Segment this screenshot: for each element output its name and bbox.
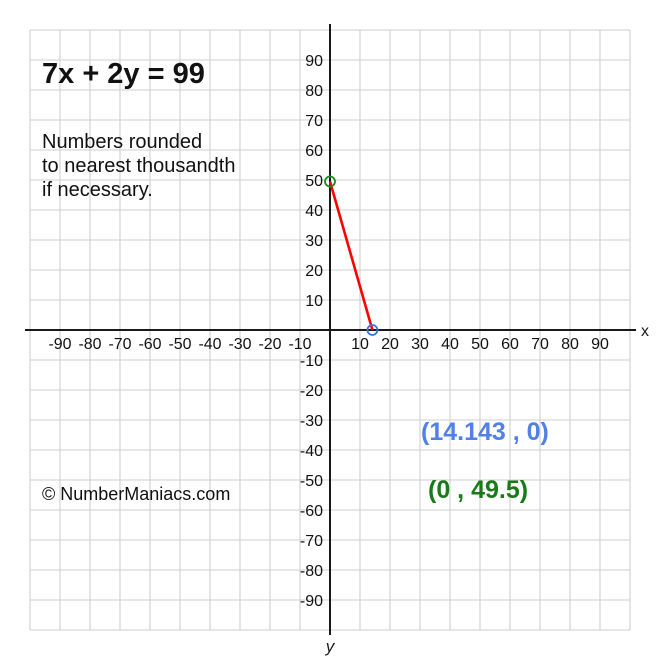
svg-text:-30: -30 — [228, 336, 251, 353]
svg-text:(14.143 , 0): (14.143 , 0) — [421, 418, 549, 446]
svg-text:90: 90 — [305, 53, 323, 70]
svg-text:7x + 2y = 99: 7x + 2y = 99 — [42, 58, 205, 90]
svg-text:80: 80 — [305, 83, 323, 100]
svg-text:60: 60 — [305, 143, 323, 160]
svg-text:10: 10 — [305, 293, 323, 310]
svg-text:-10: -10 — [300, 353, 323, 370]
svg-text:70: 70 — [531, 336, 549, 353]
svg-text:-40: -40 — [300, 443, 323, 460]
svg-text:80: 80 — [561, 336, 579, 353]
svg-text:-80: -80 — [300, 563, 323, 580]
svg-text:40: 40 — [441, 336, 459, 353]
svg-text:-90: -90 — [300, 593, 323, 610]
svg-text:90: 90 — [591, 336, 609, 353]
svg-text:-90: -90 — [48, 336, 71, 353]
svg-text:50: 50 — [305, 173, 323, 190]
svg-text:70: 70 — [305, 113, 323, 130]
svg-text:-80: -80 — [78, 336, 101, 353]
svg-text:30: 30 — [305, 233, 323, 250]
svg-text:-40: -40 — [198, 336, 221, 353]
svg-text:y: y — [325, 637, 336, 656]
svg-text:20: 20 — [305, 263, 323, 280]
svg-text:-20: -20 — [258, 336, 281, 353]
svg-text:x: x — [641, 323, 649, 340]
svg-text:20: 20 — [381, 336, 399, 353]
svg-text:-70: -70 — [108, 336, 131, 353]
svg-text:if necessary.: if necessary. — [42, 179, 153, 201]
svg-text:-60: -60 — [300, 503, 323, 520]
svg-text:-20: -20 — [300, 383, 323, 400]
svg-text:-10: -10 — [288, 336, 311, 353]
svg-text:30: 30 — [411, 336, 429, 353]
svg-text:-50: -50 — [168, 336, 191, 353]
svg-text:-50: -50 — [300, 473, 323, 490]
svg-text:-60: -60 — [138, 336, 161, 353]
svg-text:40: 40 — [305, 203, 323, 220]
svg-text:© NumberManiacs.com: © NumberManiacs.com — [42, 484, 230, 504]
svg-text:-70: -70 — [300, 533, 323, 550]
svg-text:10: 10 — [351, 336, 369, 353]
svg-text:(0 , 49.5): (0 , 49.5) — [428, 476, 528, 504]
svg-text:Numbers rounded: Numbers rounded — [42, 131, 202, 153]
svg-text:to nearest thousandth: to nearest thousandth — [42, 155, 235, 177]
svg-text:60: 60 — [501, 336, 519, 353]
svg-text:50: 50 — [471, 336, 489, 353]
svg-text:-30: -30 — [300, 413, 323, 430]
